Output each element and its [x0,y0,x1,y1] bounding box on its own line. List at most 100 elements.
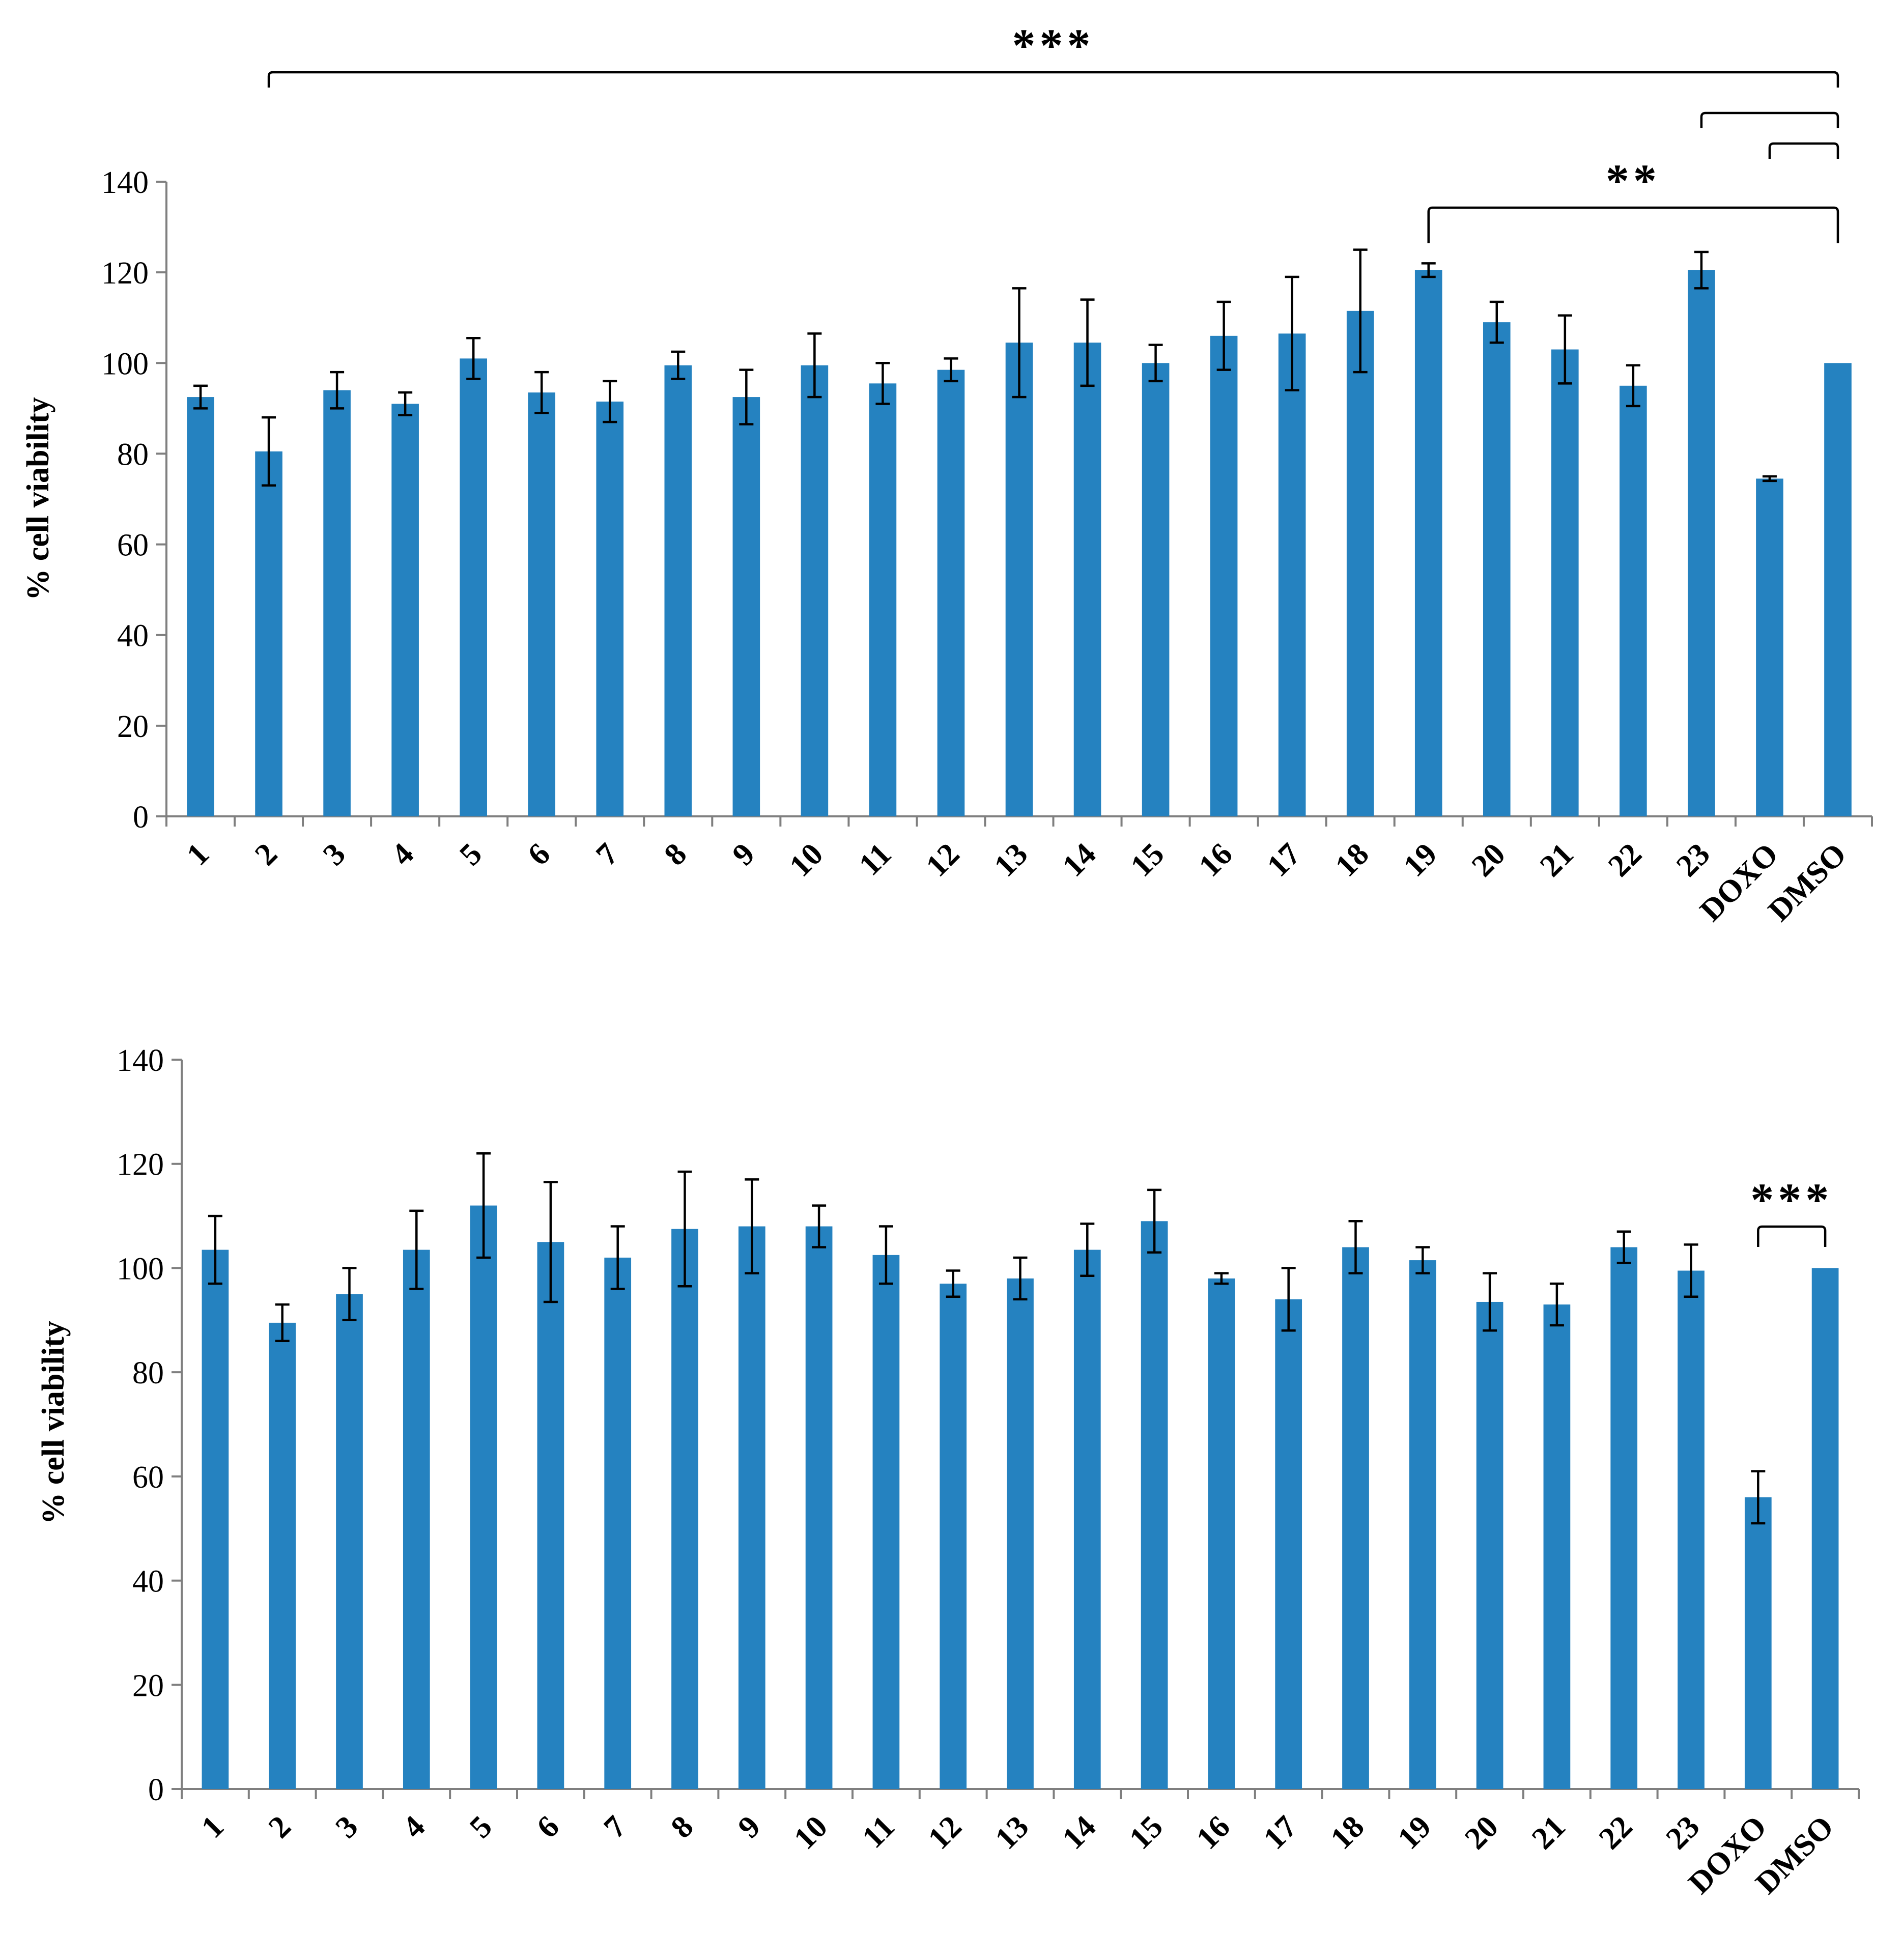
bar [1620,385,1647,816]
y-axis-title: % cell viability [36,1321,71,1524]
bar [940,1284,967,1789]
bar [1476,1301,1503,1789]
y-tick-label: 80 [132,1356,164,1390]
bar [596,401,624,816]
bar [1278,333,1306,816]
bar [1678,1270,1705,1789]
significance-label: *** [1750,1174,1833,1226]
significance-bracket [267,71,1839,88]
category-label: 23 [1670,837,1717,884]
significance-bracket [1427,206,1839,243]
category-label: 7 [598,1809,633,1845]
category-label: 17 [1257,1809,1304,1856]
y-tick-label: 140 [101,165,149,200]
bar [604,1257,632,1789]
category-label: 1 [195,1809,231,1845]
category-label: 3 [317,837,352,872]
category-label: 19 [1397,837,1444,884]
bar [202,1249,229,1789]
bar [1142,363,1170,816]
category-label: 5 [463,1809,499,1845]
category-label: 18 [1329,837,1376,884]
category-label: 9 [726,837,761,872]
y-tick-label: 60 [117,528,149,563]
bar [528,392,556,816]
category-label: 21 [1525,1809,1572,1856]
category-label: 12 [922,1809,969,1856]
category-label: 16 [1190,1809,1237,1856]
y-tick-label: 120 [117,1148,164,1182]
category-label: 8 [664,1809,700,1845]
category-label: 15 [1123,1809,1170,1856]
bar [1551,349,1579,816]
category-label: 6 [530,1809,566,1845]
category-label: 15 [1124,837,1171,884]
bar [1756,478,1783,816]
bar [403,1249,430,1789]
y-tick-label: 140 [117,1043,164,1078]
bar [738,1226,765,1789]
significance-bracket [1700,111,1839,128]
bar [187,397,214,816]
bar [872,1255,900,1789]
bar [1688,270,1715,817]
significance-bracket [1768,142,1839,159]
category-label: 9 [731,1809,767,1845]
category-label: 13 [988,1809,1035,1856]
bar [801,365,829,816]
category-label: 22 [1602,837,1649,884]
y-tick-label: 120 [101,256,149,291]
bar [1610,1247,1638,1789]
bar [671,1229,698,1789]
category-label: 19 [1391,1809,1438,1856]
bar [1073,343,1101,816]
bar [1414,270,1442,817]
y-tick-label: 40 [132,1565,164,1599]
bar [937,370,965,816]
y-tick-label: 20 [117,709,149,744]
bar [869,383,897,816]
bar [1744,1497,1772,1789]
y-tick-label: 100 [117,1252,164,1286]
bar [805,1226,833,1789]
bar [537,1242,564,1789]
category-label: 11 [856,1809,901,1855]
category-label: 23 [1659,1809,1706,1856]
bar [470,1205,497,1789]
bar [1210,335,1238,816]
bar [1141,1221,1168,1789]
category-label: 21 [1534,837,1580,884]
bar [323,390,351,816]
category-label: 7 [589,837,625,872]
category-label: 20 [1458,1809,1505,1856]
bar [255,451,282,816]
significance-label: ** [1606,155,1661,207]
category-label: DMSO [1749,1809,1840,1901]
category-label: 2 [262,1809,298,1845]
category-label: 8 [658,837,693,872]
category-label: 18 [1324,1809,1371,1856]
category-label: 22 [1593,1809,1639,1856]
bar [1483,322,1511,816]
bar [1005,343,1033,816]
category-label: 14 [1056,837,1103,884]
y-axis-title: % cell viability [21,397,55,601]
bar [1409,1260,1436,1789]
category-label: 12 [919,837,966,884]
y-tick-label: 60 [132,1460,164,1495]
category-label: DOXO [1693,837,1785,928]
y-tick-label: 0 [148,1773,164,1807]
y-tick-label: 80 [117,437,149,472]
bar [460,358,487,816]
significance-bracket [1757,1225,1827,1247]
category-label: 2 [248,837,284,872]
y-tick-label: 40 [117,619,149,654]
bar [1346,310,1374,816]
bar [1543,1304,1571,1789]
bar [1824,363,1852,816]
bar [336,1294,363,1789]
significance-label: *** [1012,19,1095,71]
category-label: 4 [396,1809,432,1845]
category-label: 11 [853,837,898,883]
